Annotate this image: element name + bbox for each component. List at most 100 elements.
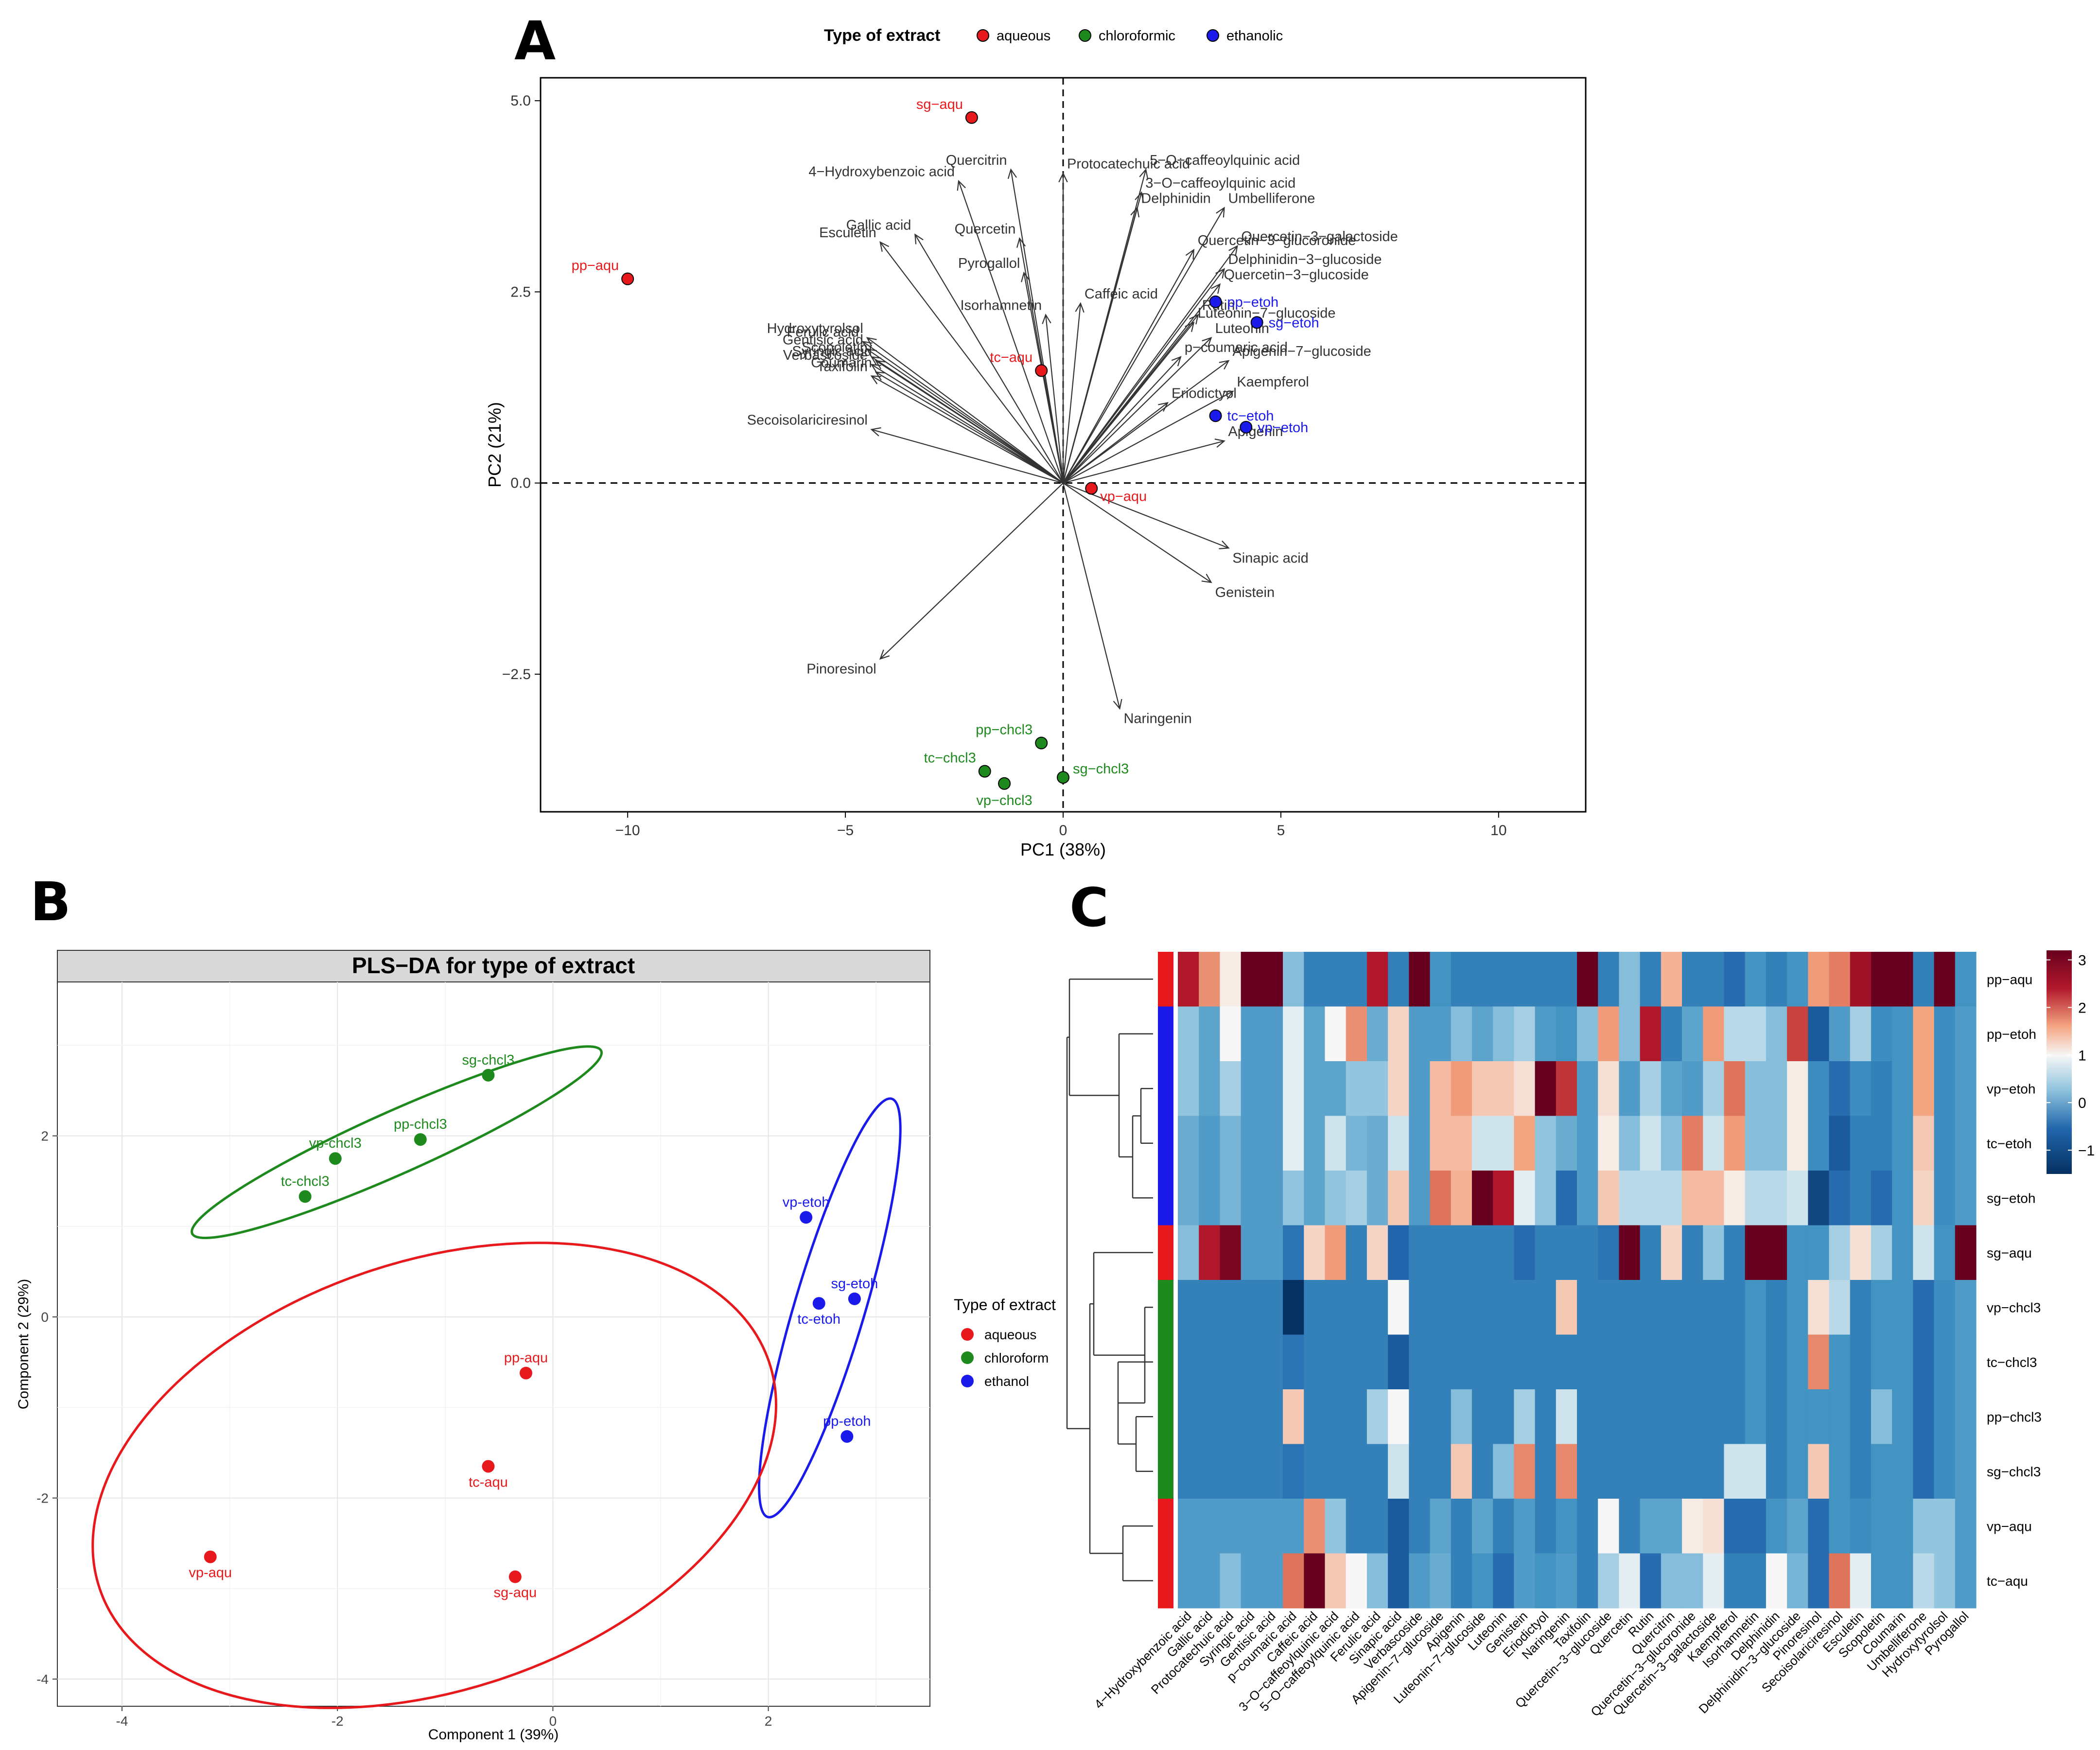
heatmap-cell bbox=[1682, 1061, 1703, 1117]
heatmap-cell bbox=[1640, 1334, 1662, 1390]
heatmap-cell bbox=[1598, 1499, 1620, 1554]
plsda-point bbox=[298, 1190, 312, 1203]
heatmap-cell bbox=[1829, 1334, 1851, 1390]
heatmap-cell bbox=[1703, 1225, 1725, 1280]
heatmap-cell bbox=[1261, 1444, 1283, 1499]
plsda-point bbox=[800, 1211, 813, 1224]
heatmap-cell bbox=[1661, 1553, 1682, 1609]
loading-arrow bbox=[1063, 402, 1168, 484]
heatmap-cell bbox=[1934, 1006, 1956, 1062]
loading-arrow bbox=[1063, 322, 1194, 484]
heatmap-cell bbox=[1283, 1171, 1304, 1226]
plsda-point-label: tc-aqu bbox=[469, 1474, 508, 1490]
loading-label: Protocatechuic acid bbox=[1067, 157, 1190, 172]
heatmap-cell bbox=[1619, 1499, 1641, 1554]
heatmap-cell bbox=[1892, 1334, 1913, 1390]
pca-legend-swatch bbox=[1079, 29, 1091, 42]
heatmap-cell bbox=[1682, 1171, 1703, 1226]
heatmap-cell bbox=[1577, 1061, 1598, 1117]
heatmap-cell bbox=[1493, 1444, 1514, 1499]
pca-x-tick-label: 10 bbox=[1490, 822, 1506, 839]
heatmap-cell bbox=[1283, 1334, 1304, 1390]
plsda-legend: aqueous chloroform ethanol bbox=[961, 1327, 1049, 1389]
heatmap-cell bbox=[1724, 1553, 1746, 1609]
heatmap-cell bbox=[1451, 1280, 1472, 1335]
heatmap-cell bbox=[1703, 1116, 1725, 1171]
loading-label: Quercetin−3−glucoronide bbox=[1198, 233, 1356, 248]
heatmap-group-bar bbox=[1158, 1116, 1173, 1171]
heatmap-group-bar bbox=[1158, 1553, 1173, 1609]
heatmap-cell bbox=[1577, 952, 1598, 1007]
heatmap-cell bbox=[1661, 1444, 1682, 1499]
pca-legend-label: aqueous bbox=[997, 28, 1050, 44]
heatmap-cell bbox=[1850, 1006, 1872, 1062]
loading-arrowhead bbox=[1185, 321, 1195, 332]
loading-arrow bbox=[1023, 272, 1064, 483]
heatmap-cell bbox=[1724, 1225, 1746, 1280]
heatmap-row-label: pp−aqu bbox=[1987, 972, 2032, 987]
heatmap-cell bbox=[1261, 1061, 1283, 1117]
heatmap-cell bbox=[1535, 1225, 1557, 1280]
plsda-point-label: tc-chcl3 bbox=[281, 1173, 330, 1189]
heatmap-cell bbox=[1556, 1171, 1577, 1226]
loading-arrowhead bbox=[1042, 314, 1051, 324]
loading-arrow bbox=[1062, 208, 1138, 483]
loading-label: Scopoletin bbox=[802, 340, 867, 355]
heatmap-cell bbox=[1787, 1334, 1808, 1390]
heatmap-cell bbox=[1283, 1225, 1304, 1280]
heatmap-cell bbox=[1640, 1171, 1662, 1226]
loading-label: Coumarin bbox=[811, 355, 872, 371]
panel-letter-b: B bbox=[30, 871, 71, 933]
heatmap-cell bbox=[1808, 1553, 1830, 1609]
loading-arrowhead bbox=[1113, 699, 1122, 710]
heatmap-cell bbox=[1261, 1225, 1283, 1280]
heatmap-cell bbox=[1199, 1116, 1221, 1171]
heatmap-cell bbox=[1493, 1334, 1514, 1390]
heatmap-cell bbox=[1808, 1499, 1830, 1554]
heatmap-cell bbox=[1766, 1116, 1787, 1171]
heatmap-cell bbox=[1178, 1389, 1199, 1445]
score-point bbox=[1085, 482, 1098, 495]
heatmap-cell bbox=[1220, 1389, 1242, 1445]
heatmap-cell bbox=[1366, 1389, 1388, 1445]
heatmap-cell bbox=[1661, 1280, 1682, 1335]
heatmap-cell bbox=[1934, 1499, 1956, 1554]
heatmap-cell bbox=[1808, 1444, 1830, 1499]
heatmap-cell bbox=[1619, 1061, 1641, 1117]
heatmap-cell bbox=[1850, 1280, 1872, 1335]
heatmap-cell bbox=[1451, 952, 1472, 1007]
score-label: tc−aqu bbox=[990, 350, 1032, 365]
heatmap-cell bbox=[1913, 1171, 1935, 1226]
heatmap-cell bbox=[1577, 1116, 1598, 1171]
heatmap-cell bbox=[1220, 1499, 1242, 1554]
heatmap-cell bbox=[1934, 1116, 1956, 1171]
heatmap-row-label: tc−etoh bbox=[1987, 1136, 2032, 1151]
heatmap-cell bbox=[1556, 1006, 1577, 1062]
heatmap-cell bbox=[1366, 1006, 1388, 1062]
heatmap-cell bbox=[1850, 1444, 1872, 1499]
plsda-point bbox=[482, 1460, 495, 1473]
heatmap-cell bbox=[1346, 1499, 1367, 1554]
heatmap-cell bbox=[1388, 1006, 1409, 1062]
heatmap-cell bbox=[1850, 952, 1872, 1007]
score-point bbox=[621, 272, 634, 285]
loading-arrow bbox=[1063, 482, 1212, 583]
heatmap-cell bbox=[1955, 1171, 1977, 1226]
heatmap-cell bbox=[1241, 1116, 1262, 1171]
heatmap-cell bbox=[1451, 1061, 1472, 1117]
heatmap-cell bbox=[1178, 1444, 1199, 1499]
loading-arrowhead bbox=[1214, 438, 1225, 448]
heatmap-cell bbox=[1703, 1389, 1725, 1445]
heatmap-cell bbox=[1430, 1280, 1452, 1335]
plsda-point bbox=[414, 1133, 427, 1146]
loading-arrowhead bbox=[1139, 168, 1149, 179]
heatmap-cell bbox=[1745, 1334, 1767, 1390]
heatmap-cell bbox=[1724, 1061, 1746, 1117]
heatmap-cell bbox=[1471, 1553, 1493, 1609]
heatmap-cell bbox=[1199, 952, 1221, 1007]
loading-arrow bbox=[1063, 390, 1233, 484]
heatmap-cell bbox=[1556, 1116, 1577, 1171]
heatmap-cell bbox=[1682, 1334, 1703, 1390]
plsda-legend-title: Type of extract bbox=[954, 1296, 1056, 1313]
heatmap-group-bar bbox=[1158, 1225, 1173, 1280]
